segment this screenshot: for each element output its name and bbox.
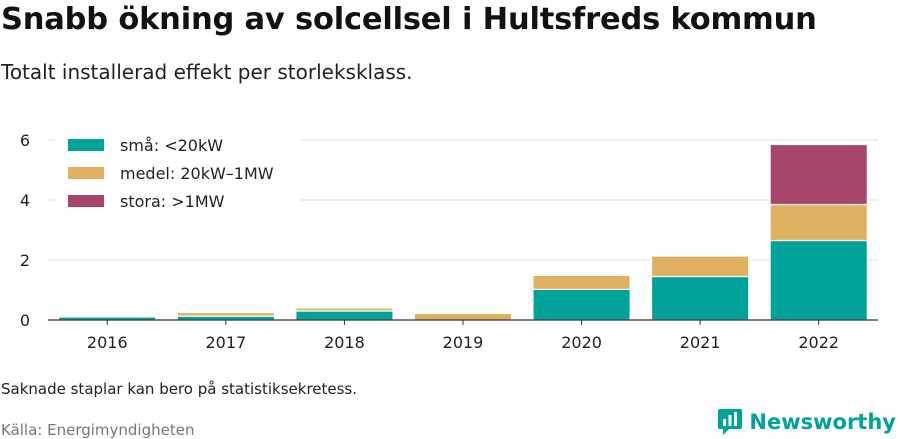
stacked-bar-chart: 0 2 4 6 2016 2017 2018 2019 2020 2021 2022 små: <…: [20, 130, 878, 352]
bar-segment-2018-series-0[interactable]: [295, 310, 394, 321]
x-tick-label: 2020: [561, 333, 602, 352]
y-tick-label: 4: [20, 191, 30, 210]
bar-segment-2022-series-0[interactable]: [769, 239, 868, 321]
legend-swatch: [68, 195, 104, 207]
chart-subtitle: Totalt installerad effekt per storlekskl…: [1, 60, 413, 84]
chart-title: Snabb ökning av solcellsel i Hultsfreds …: [1, 2, 817, 37]
bar-segment-2020-series-1[interactable]: [532, 274, 631, 291]
brand-name: Newsworthy: [749, 410, 896, 434]
footnote: Saknade staplar kan bero på statistiksek…: [1, 380, 358, 398]
bar-segment-2022-series-1[interactable]: [769, 203, 868, 242]
legend-label: stora: >1MW: [120, 192, 225, 211]
x-tick-label: 2021: [680, 333, 721, 352]
legend-swatch: [68, 167, 104, 179]
legend-label: små: <20kW: [120, 136, 223, 155]
bars: [58, 143, 868, 321]
y-tick-label: 6: [20, 131, 30, 150]
y-tick-label: 2: [20, 251, 30, 270]
x-tick-label: 2017: [205, 333, 246, 352]
legend-label: medel: 20kW–1MW: [120, 164, 274, 183]
bar-segment-2018-series-1[interactable]: [295, 307, 394, 312]
bar-segment-2020-series-0[interactable]: [532, 288, 631, 321]
y-tick-label: 0: [20, 311, 30, 330]
brand-logo[interactable]: Newsworthy: [717, 407, 896, 437]
x-axis: 2016 2017 2018 2019 2020 2021 2022: [48, 319, 878, 352]
x-tick-label: 2018: [324, 333, 365, 352]
source-credit: Källa: Energimyndigheten: [1, 421, 195, 439]
legend: små: <20kW medel: 20kW–1MW stora: >1MW: [55, 130, 300, 216]
chart-bubble-icon: [718, 409, 743, 435]
bar-segment-2021-series-1[interactable]: [650, 255, 750, 278]
bar-segment-2017-series-1[interactable]: [176, 311, 276, 317]
bar-segment-2019-series-1[interactable]: [413, 312, 513, 321]
x-tick-label: 2019: [443, 333, 484, 352]
bar-segment-2021-series-0[interactable]: [650, 275, 750, 321]
legend-swatch: [68, 139, 104, 151]
bar-segment-2022-series-2[interactable]: [769, 143, 868, 206]
x-tick-label: 2022: [798, 333, 839, 352]
x-tick-label: 2016: [87, 333, 128, 352]
